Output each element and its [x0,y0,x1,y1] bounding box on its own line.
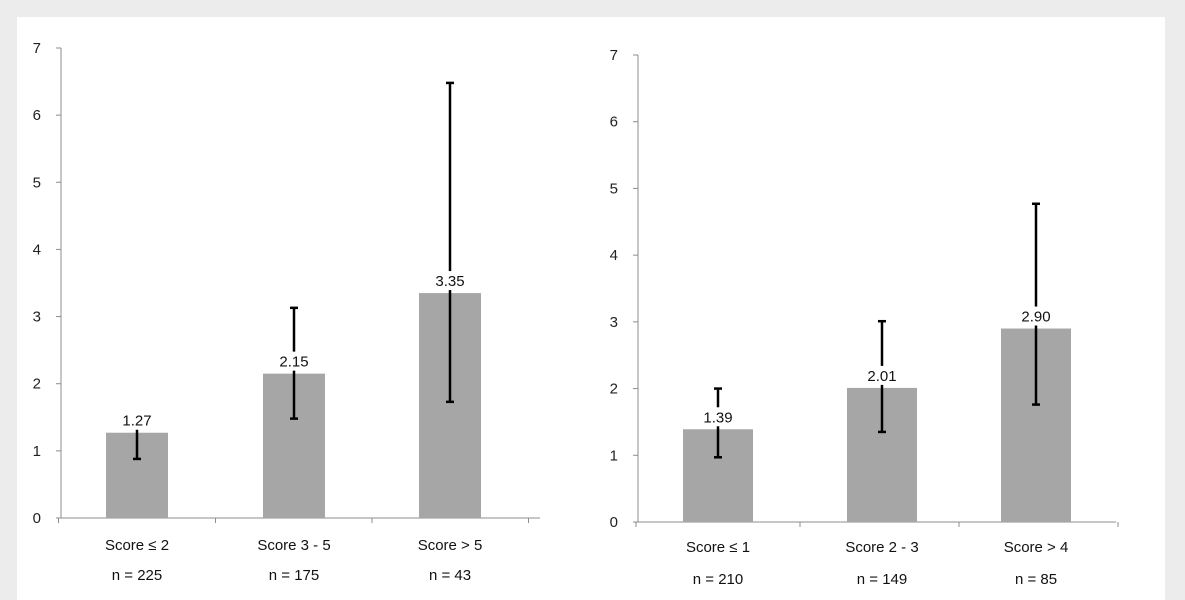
chart1-ytick-label: 0 [33,510,41,527]
chart2-value-label-bg [860,365,904,385]
chart2-ytick-label: 2 [610,381,618,398]
chart2-sample-size-label: n = 85 [1015,571,1057,588]
chart2-value-label: 2.01 [867,368,896,385]
chart1-value-label: 2.15 [279,354,308,371]
chart1-value-label: 1.27 [122,413,151,430]
chart2-ytick-label: 4 [610,247,618,264]
chart2-category-label: Score 2 - 3 [845,539,918,556]
figure-panel [17,17,1165,600]
chart2-category-label: Score ≤ 1 [686,539,750,556]
chart2-ytick-label: 0 [610,514,618,531]
chart1-category-label: Score 3 - 5 [257,537,330,554]
chart2-ytick-label: 5 [610,180,618,197]
chart2-sample-size-label: n = 149 [857,571,907,588]
chart1-sample-size-label: n = 175 [269,567,319,584]
chart2-sample-size-label: n = 210 [693,571,743,588]
chart2-value-label: 1.39 [703,409,732,426]
chart2-value-label-bg [696,407,740,427]
chart1-value-label-bg [115,410,159,430]
chart1-sample-size-label: n = 43 [429,567,471,584]
chart1-sample-size-label: n = 225 [112,567,162,584]
chart1-value-label-bg [428,271,472,291]
chart1-value-label: 3.35 [435,273,464,290]
chart1-ytick-label: 5 [33,174,41,191]
chart2-ytick-label: 1 [610,447,618,464]
chart1-value-label-bg [272,351,316,371]
chart1-category-label: Score ≤ 2 [105,537,169,554]
chart1-ytick-label: 4 [33,241,41,258]
chart2-category-label: Score > 4 [1004,539,1069,556]
chart2-ytick-label: 6 [610,114,618,131]
chart1-ytick-label: 7 [33,40,41,57]
chart1-ytick-label: 1 [33,443,41,460]
chart2-value-label-bg [1014,306,1058,326]
chart1-ytick-label: 2 [33,376,41,393]
chart2-ytick-label: 3 [610,314,618,331]
chart2-ytick-label: 7 [610,47,618,64]
chart1-ytick-label: 6 [33,107,41,124]
chart1-category-label: Score > 5 [418,537,483,554]
chart1-ytick-label: 3 [33,309,41,326]
chart2-value-label: 2.90 [1021,309,1050,326]
